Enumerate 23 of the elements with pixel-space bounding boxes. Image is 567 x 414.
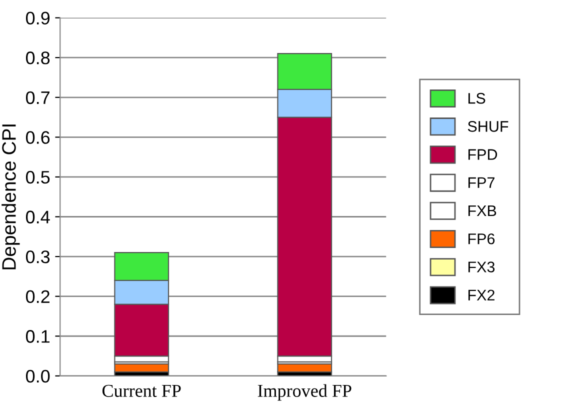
legend-label: FX2 <box>468 290 494 300</box>
y-tick-label: 0.6 <box>26 131 50 144</box>
y-tick-label: 0.1 <box>26 330 50 343</box>
y-tick-label: 0.8 <box>26 52 50 64</box>
y-axis-title: Dependence CPI <box>2 124 20 270</box>
y-tick-label: 0.2 <box>26 290 50 304</box>
bar <box>114 363 170 372</box>
legend-label: FXB <box>468 206 496 216</box>
x-tick-label: Current FP <box>102 384 181 397</box>
legend-label: FP7 <box>468 177 494 188</box>
x-tick-label: Improved FP <box>258 384 352 401</box>
legend-label: FP6 <box>468 233 495 244</box>
y-tick-label: 0.9 <box>26 12 50 25</box>
legend-label: FPD <box>468 149 498 160</box>
y-tick-label: 0.3 <box>26 250 50 264</box>
y-tick-label: 0.0 <box>26 370 50 383</box>
y-tick-label: 0.5 <box>26 170 50 184</box>
y-tick-label: 0.4 <box>26 210 50 224</box>
legend-label: FX3 <box>468 262 495 272</box>
legend-label: LS <box>468 92 486 104</box>
y-tick-label: 0.7 <box>26 91 50 104</box>
bar <box>277 363 332 372</box>
legend-label: SHUF <box>468 121 508 132</box>
